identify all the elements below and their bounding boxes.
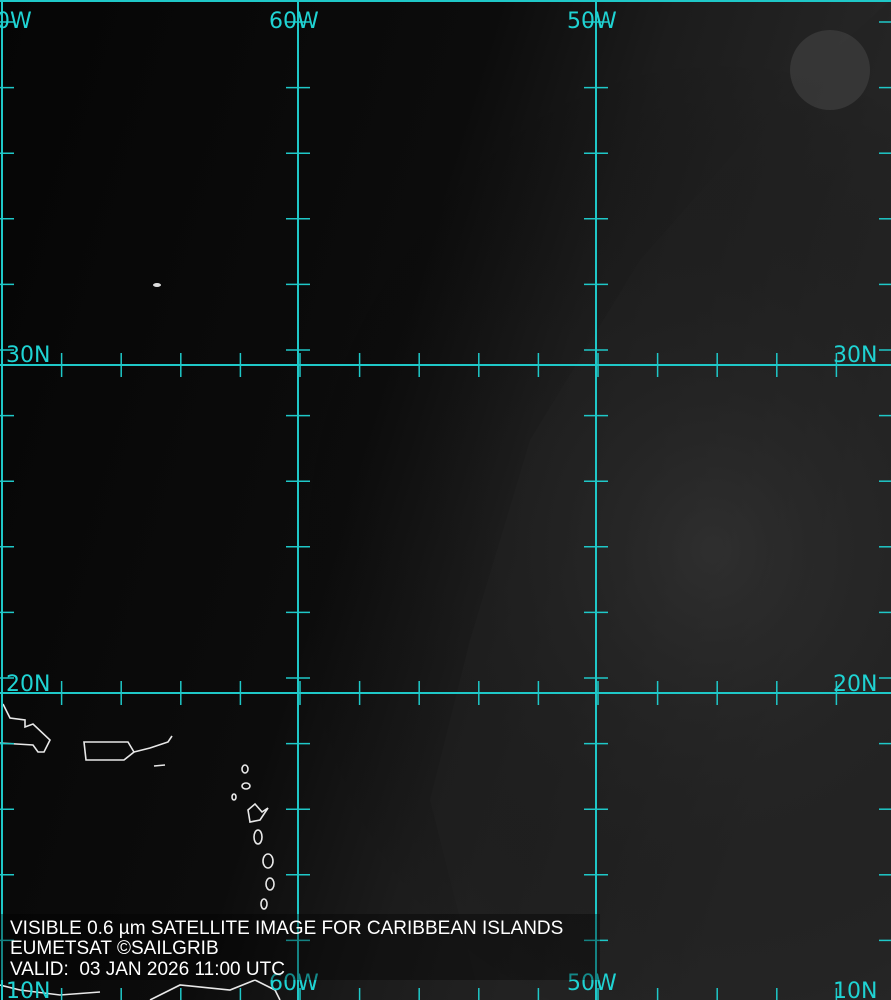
island bbox=[153, 764, 166, 767]
hispaniola-coastline bbox=[0, 703, 51, 753]
dominica-coastline bbox=[253, 829, 263, 845]
coastlines bbox=[0, 703, 281, 1000]
lon-label-top: 50W bbox=[567, 9, 617, 34]
lon-label-bottom: 50W bbox=[567, 971, 617, 996]
lon-label-top: 0W bbox=[0, 9, 32, 34]
virgin-islands-coastline bbox=[133, 735, 173, 753]
caption-box: VISIBLE 0.6 µm SATELLITE IMAGE FOR CARIB… bbox=[0, 914, 600, 980]
island bbox=[241, 764, 249, 774]
martinique-coastline bbox=[262, 853, 274, 869]
caption-valid-time: VALID: 03 JAN 2026 11:00 UTC bbox=[10, 959, 285, 980]
puerto-rico-coastline bbox=[83, 741, 136, 761]
island bbox=[231, 793, 237, 801]
bermuda-spot bbox=[153, 283, 161, 287]
lat-label-bottom-right: 10N bbox=[833, 979, 877, 1000]
lon-label-bottom: 60W bbox=[269, 971, 319, 996]
lat-label-right: 20N bbox=[833, 672, 877, 697]
lat-label-left: 20N bbox=[6, 672, 50, 697]
caption-title: VISIBLE 0.6 µm SATELLITE IMAGE FOR CARIB… bbox=[10, 918, 564, 939]
lat-label-left: 30N bbox=[6, 343, 50, 368]
guadeloupe-coastline bbox=[247, 802, 269, 823]
venezuela-coastline bbox=[0, 984, 101, 996]
island bbox=[241, 782, 251, 790]
cloud-mass bbox=[790, 30, 870, 110]
st-lucia-coastline bbox=[265, 877, 275, 891]
lon-label-top: 60W bbox=[269, 9, 319, 34]
caption-credit: EUMETSAT ©SAILGRIB bbox=[10, 938, 219, 959]
st-vincent-coastline bbox=[260, 898, 268, 910]
lat-label-right: 30N bbox=[833, 343, 877, 368]
lat-label-bottom-left: 10N bbox=[6, 979, 50, 1000]
south-america-coastline bbox=[149, 979, 281, 1000]
